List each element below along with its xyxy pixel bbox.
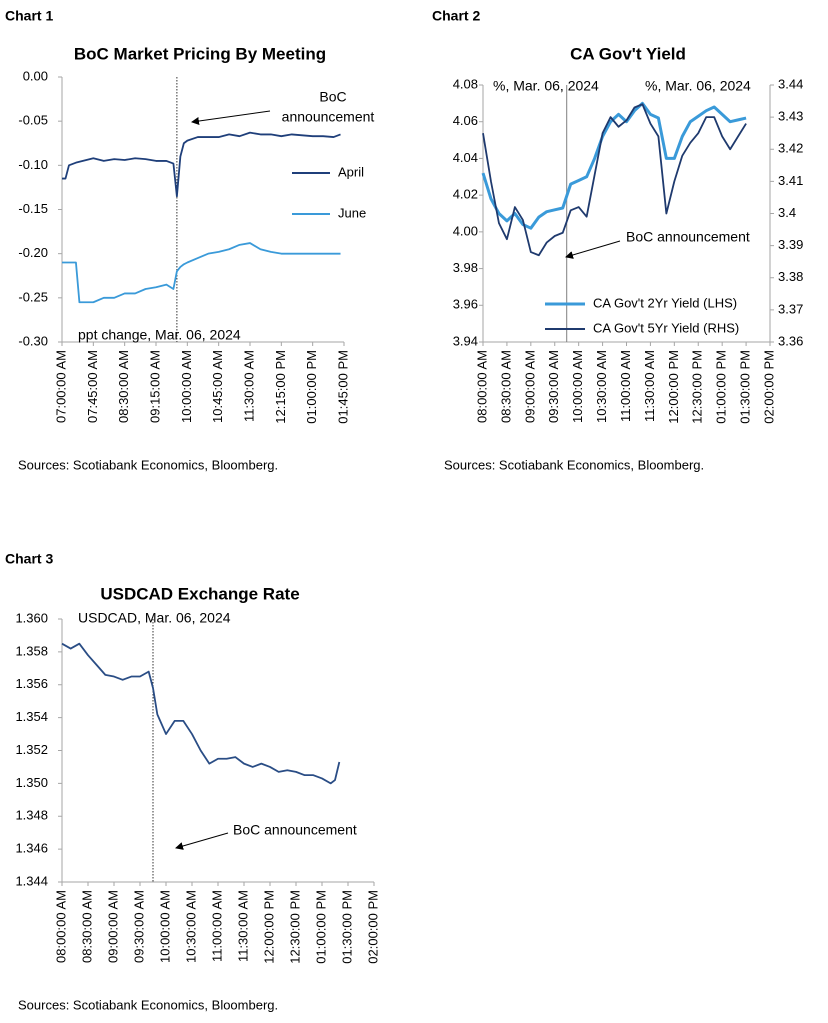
x-tick-label: 01:30:00 PM [738,350,753,424]
x-tick-label: 09:30:00 AM [131,890,146,963]
x-tick-label: 09:00:00 AM [522,350,537,423]
x-tick-label: 01:00:00 PM [313,890,328,964]
y2-tick-label: 3.44 [778,76,803,91]
y-tick-label: 0.00 [23,68,48,83]
annotation: announcement [282,109,375,125]
y-tick-label: -0.05 [18,113,48,128]
annotation-arrow [565,240,621,259]
y-tick-label: 4.04 [453,150,478,165]
chart-title: CA Gov't Yield [570,44,686,63]
y2-tick-label: 3.4 [778,205,796,220]
x-tick-label: 08:30:00 AM [498,350,513,423]
x-tick-label: 09:30:00 AM [546,350,561,423]
y2-tick-label: 3.39 [778,237,803,252]
y-tick-label: 3.94 [453,333,478,348]
source-note: Sources: Scotiabank Economics, Bloomberg… [444,457,704,472]
y-tick-label: 3.98 [453,260,478,275]
x-tick-label: 01:00:00 PM [304,350,319,424]
y2-tick-label: 3.36 [778,333,803,348]
y-tick-label: 1.360 [15,610,48,625]
x-tick-label: 12:30:00 PM [690,350,705,424]
source-note: Sources: Scotiabank Economics, Bloomberg… [18,457,278,472]
x-tick-label: 10:30:00 AM [183,890,198,963]
series-line [62,131,341,198]
x-tick-label: 10:30:00 AM [594,350,609,423]
x-tick-label: 07:45:00 AM [85,350,100,423]
y2-tick-label: 3.38 [778,269,803,284]
y-tick-label: 1.350 [15,775,48,790]
annotation: ppt change, Mar. 06, 2024 [78,327,241,343]
x-tick-label: 11:30:00 AM [235,890,250,962]
legend-label: April [338,164,364,179]
y-tick-label: 4.02 [453,187,478,202]
x-tick-label: 08:30:00 AM [79,890,94,963]
y-tick-label: 3.96 [453,297,478,312]
y2-tick-label: 3.43 [778,109,803,124]
x-tick-label: 12:30:00 PM [287,890,302,964]
x-tick-label: 11:30:00 AM [241,350,256,422]
x-tick-label: 01:30:00 PM [339,890,354,964]
x-tick-label: 09:15:00 AM [147,350,162,423]
chart-label: Chart 1 [5,8,53,24]
y-tick-label: -0.15 [18,201,48,216]
y-tick-label: 1.348 [15,808,48,823]
y-tick-label: -0.10 [18,157,48,172]
y-tick-label: -0.20 [18,245,48,260]
y-tick-label: 1.352 [15,742,48,757]
x-tick-label: 12:00:00 PM [666,350,681,424]
x-tick-label: 11:00:00 AM [618,350,633,422]
y-tick-label: 1.358 [15,643,48,658]
chart-title: BoC Market Pricing By Meeting [74,44,326,63]
y2-tick-label: 3.41 [778,173,803,188]
x-tick-label: 08:00:00 AM [474,350,489,423]
annotation: USDCAD, Mar. 06, 2024 [78,610,231,626]
series-line [482,103,747,257]
x-tick-label: 02:00:00 PM [365,890,380,964]
y2-tick-label: 3.37 [778,301,803,316]
x-tick-label: 08:30:00 AM [116,350,131,423]
series-line [481,101,747,230]
chart-label: Chart 3 [5,551,53,567]
y2-tick-label: 3.42 [778,141,803,156]
x-tick-label: 11:30:00 AM [642,350,657,422]
chart-label: Chart 2 [432,8,480,24]
annotation: %, Mar. 06, 2024 [493,78,599,94]
series-line [62,242,341,304]
x-tick-label: 10:45:00 AM [210,350,225,423]
x-tick-label: 01:00:00 PM [714,350,729,424]
x-tick-label: 02:00:00 PM [761,350,776,424]
chart-title: USDCAD Exchange Rate [100,584,299,603]
annotation: BoC announcement [233,822,357,838]
y-tick-label: 4.06 [453,113,478,128]
annotation-arrow [175,832,229,850]
legend-label: CA Gov't 2Yr Yield (LHS) [593,295,737,310]
annotation-arrow [191,110,271,125]
legend-label: CA Gov't 5Yr Yield (RHS) [593,320,739,335]
y-tick-label: 1.346 [15,841,48,856]
x-tick-label: 01:45:00 PM [335,350,350,424]
annotation: BoC announcement [626,229,750,245]
y-tick-label: 1.356 [15,676,48,691]
x-tick-label: 07:00:00 AM [53,350,68,423]
y-tick-label: -0.30 [18,333,48,348]
x-tick-label: 12:00:00 PM [261,890,276,964]
y-tick-label: -0.25 [18,289,48,304]
annotation: %, Mar. 06, 2024 [645,78,751,94]
x-tick-label: 09:00:00 AM [105,890,120,963]
y-tick-label: 1.354 [15,709,48,724]
x-tick-label: 11:00:00 AM [209,890,224,962]
y-tick-label: 4.08 [453,76,478,91]
x-tick-label: 10:00:00 AM [179,350,194,423]
annotation: BoC [319,89,346,105]
x-tick-label: 10:00:00 AM [157,890,172,963]
x-tick-label: 08:00:00 AM [53,890,68,963]
x-tick-label: 10:00:00 AM [570,350,585,423]
x-tick-label: 12:15:00 PM [273,350,288,424]
source-note: Sources: Scotiabank Economics, Bloomberg… [18,997,278,1012]
legend-label: June [338,205,366,220]
series-line [61,642,341,785]
y-tick-label: 4.00 [453,223,478,238]
y-tick-label: 1.344 [15,873,48,888]
